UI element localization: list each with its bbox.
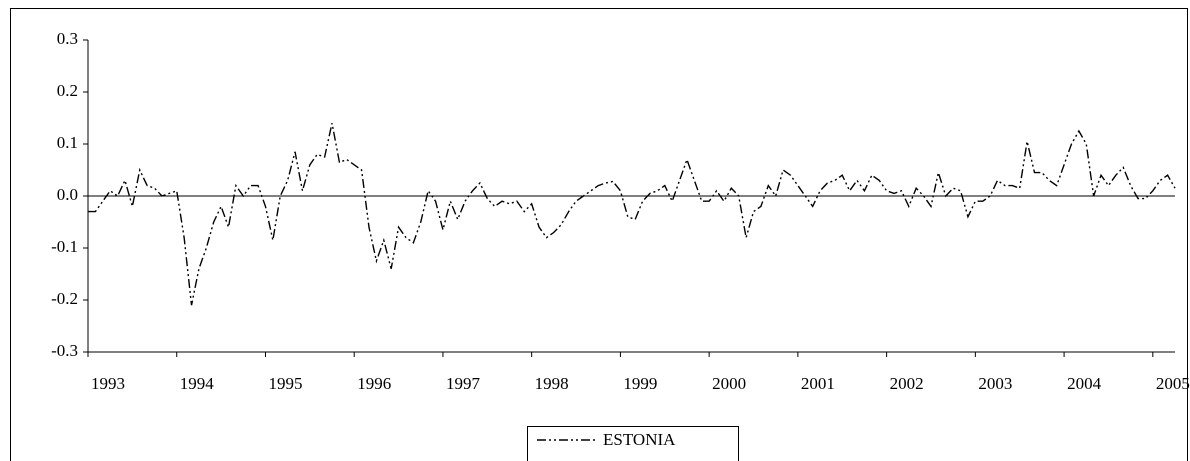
- y-tick-label: 0.2: [57, 81, 78, 100]
- y-tick-label: 0.1: [57, 133, 78, 152]
- x-tick-label: 2001: [801, 374, 835, 393]
- y-tick-label: -0.2: [51, 289, 78, 308]
- x-tick-label: 2002: [890, 374, 924, 393]
- x-tick-label: 1993: [91, 374, 125, 393]
- data-line: [88, 123, 1176, 306]
- legend-label: ESTONIA: [603, 430, 676, 449]
- y-tick-label: 0.0: [57, 185, 78, 204]
- x-tick-label: 1998: [535, 374, 569, 393]
- x-tick-label: 1997: [446, 374, 481, 393]
- y-tick-label: -0.1: [51, 237, 78, 256]
- x-tick-label: 1996: [357, 374, 391, 393]
- x-tick-label: 2000: [712, 374, 746, 393]
- x-tick-label: 1999: [623, 374, 657, 393]
- legend-box: [527, 426, 739, 461]
- x-tick-label: 2004: [1067, 374, 1102, 393]
- chart-frame: [10, 8, 1188, 461]
- y-tick-label: 0.3: [57, 29, 78, 48]
- x-tick-label: 2005: [1156, 374, 1190, 393]
- y-tick-label: -0.3: [51, 341, 78, 360]
- x-tick-label: 1995: [268, 374, 302, 393]
- x-tick-label: 1994: [180, 374, 215, 393]
- x-tick-label: 2003: [978, 374, 1012, 393]
